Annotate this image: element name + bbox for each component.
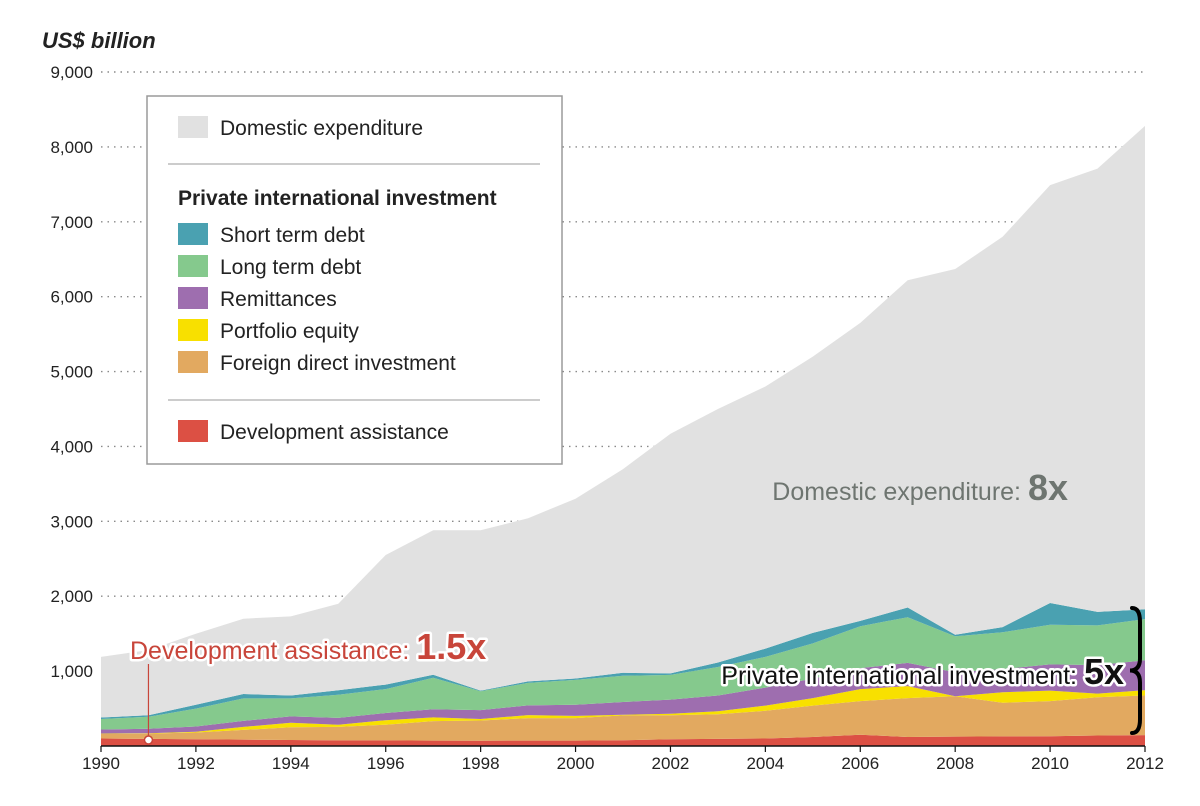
x-tick-label: 2008 [936,754,974,773]
svg-text:Domestic expenditure: 8x: Domestic expenditure: 8x [772,467,1068,508]
area-domestic-expenditure [101,125,1145,718]
legend-label-domestic-expenditure: Domestic expenditure [220,117,423,140]
area-short-term-debt [101,603,1145,719]
annotation-domestic-factor: 8x [1028,467,1068,508]
legend-label-remittances: Remittances [220,288,337,311]
legend-label-portfolio-equity: Portfolio equity [220,320,359,343]
legend-heading: Private international investment [178,187,497,210]
legend-swatch-remittances [178,287,208,309]
legend: Domestic expenditure Private internationa… [146,95,563,465]
x-tick-label: 2004 [746,754,784,773]
y-tick-label: 6,000 [50,288,93,307]
legend-label-foreign-direct-investment: Foreign direct investment [220,352,456,375]
x-tick-label: 1998 [462,754,500,773]
x-tick-label: 1994 [272,754,310,773]
stacked-areas [101,125,1145,746]
y-tick-label: 9,000 [50,63,93,82]
y-tick-label: 3,000 [50,512,93,531]
annotation-domestic-expenditure: Domestic expenditure: 8x [772,467,1068,508]
x-tick-label: 1996 [367,754,405,773]
area-portfolio-equity [101,686,1145,734]
annotation-development-text: Development assistance: [130,637,416,665]
legend-swatch-development-assistance [178,420,208,442]
y-tick-label: 1,000 [50,662,93,681]
legend-swatch-foreign-direct-investment [178,351,208,373]
y-tick-label: 4,000 [50,437,93,456]
annotation-private-text: Private international investment: [721,662,1084,690]
y-axis: 1,000 2,000 3,000 4,000 5,000 6,000 7,000 8,000… [50,63,93,681]
x-tick-label: 2012 [1126,754,1164,773]
x-tick-label: 2000 [557,754,595,773]
x-tick-label: 2010 [1031,754,1069,773]
x-tick-label: 1990 [82,754,120,773]
x-tick-label: 2002 [652,754,690,773]
development-marker-dot [143,735,154,745]
annotation-private-factor: 5x [1084,651,1124,692]
annotation-domestic-text: Domestic expenditure: [772,478,1028,506]
legend-box [146,95,563,465]
legend-swatch-short-term-debt [178,223,208,245]
y-tick-label: 7,000 [50,213,93,232]
area-remittances [101,660,1145,734]
x-axis: 1990 1992 1994 1996 1998 2000 2002 2004 2006 2008… [82,745,1164,773]
area-development-assistance [101,734,1145,746]
annotation-development-assistance: Development assistance: 1.5x [128,624,489,745]
y-tick-label: 5,000 [50,363,93,382]
x-tick-label: 2006 [841,754,879,773]
legend-label-long-term-debt: Long term debt [220,256,361,279]
legend-label-development-assistance: Development assistance [220,421,449,444]
private-investment-brace [1129,606,1142,735]
legend-swatch-portfolio-equity [178,319,208,341]
area-foreign-direct-investment [101,695,1145,741]
legend-swatch-domestic-expenditure [178,116,208,138]
legend-swatch-long-term-debt [178,255,208,277]
annotation-development-factor: 1.5x [416,626,486,667]
annotation-private-investment: Private international investment: 5x [719,606,1142,735]
y-axis-unit-label: US$ billion [42,28,156,53]
svg-text:Private international investme: Private international investment: 5x [721,651,1124,692]
y-tick-label: 2,000 [50,587,93,606]
legend-label-short-term-debt: Short term debt [220,224,365,247]
area-long-term-debt [101,617,1145,730]
y-tick-label: 8,000 [50,138,93,157]
x-tick-label: 1992 [177,754,215,773]
svg-text:Development assistance: 1.5x: Development assistance: 1.5x [130,626,486,667]
